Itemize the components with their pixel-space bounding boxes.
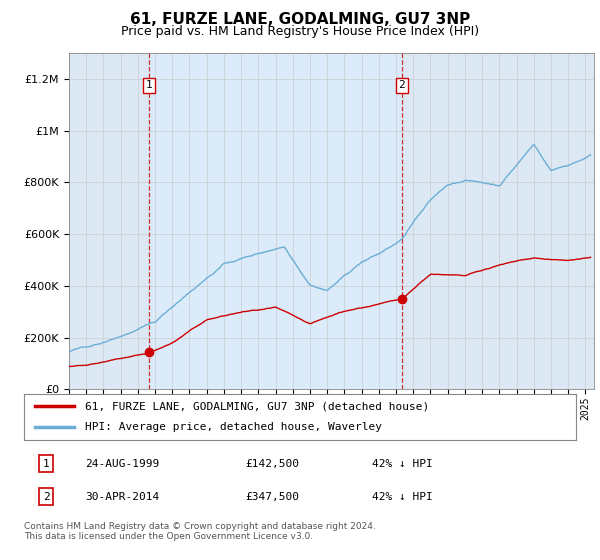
Text: 30-APR-2014: 30-APR-2014 [85,492,159,502]
Text: 42% ↓ HPI: 42% ↓ HPI [372,459,433,469]
Text: 24-AUG-1999: 24-AUG-1999 [85,459,159,469]
Text: 2: 2 [398,80,405,90]
Text: 61, FURZE LANE, GODALMING, GU7 3NP: 61, FURZE LANE, GODALMING, GU7 3NP [130,12,470,27]
Text: 1: 1 [146,80,152,90]
Text: 2: 2 [43,492,49,502]
Bar [149,53,402,389]
Text: Price paid vs. HM Land Registry's House Price Index (HPI): Price paid vs. HM Land Registry's House … [121,25,479,38]
Text: 1: 1 [43,459,49,469]
Text: £142,500: £142,500 [245,459,299,469]
Text: £347,500: £347,500 [245,492,299,502]
Text: HPI: Average price, detached house, Waverley: HPI: Average price, detached house, Wave… [85,422,382,432]
Text: Contains HM Land Registry data © Crown copyright and database right 2024.
This d: Contains HM Land Registry data © Crown c… [24,522,376,542]
Text: 61, FURZE LANE, GODALMING, GU7 3NP (detached house): 61, FURZE LANE, GODALMING, GU7 3NP (deta… [85,401,429,411]
Text: 42% ↓ HPI: 42% ↓ HPI [372,492,433,502]
